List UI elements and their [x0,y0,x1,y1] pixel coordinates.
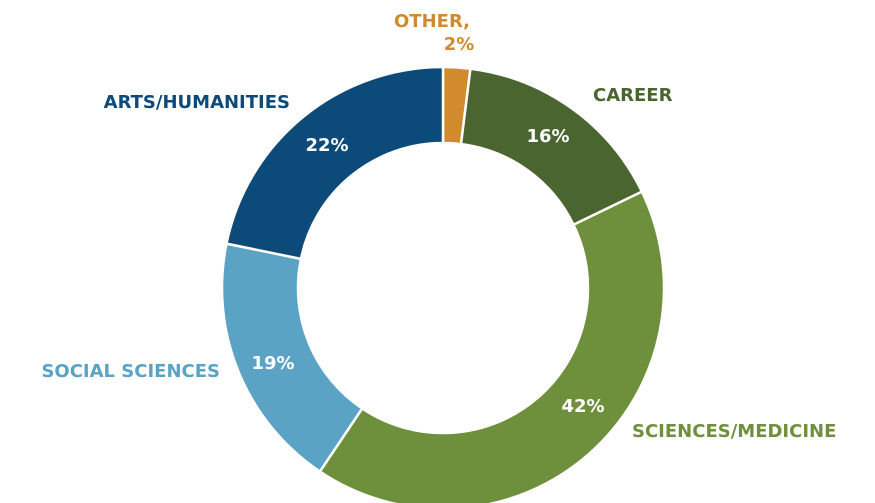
category-label: ARTS/HUMANITIES [104,92,290,113]
category-label: SOCIAL SCIENCES [41,361,220,382]
donut-slice [318,189,666,503]
category-label: SCIENCES/MEDICINE [632,421,836,442]
value-label: 19% [251,353,294,374]
donut-slice [225,65,445,261]
category-label: OTHER, [394,11,470,32]
category-label: CAREER [593,85,673,106]
value-label: 22% [305,135,348,156]
value-label: 16% [526,126,569,147]
value-label: 2% [444,34,475,55]
value-label: 42% [561,396,604,417]
